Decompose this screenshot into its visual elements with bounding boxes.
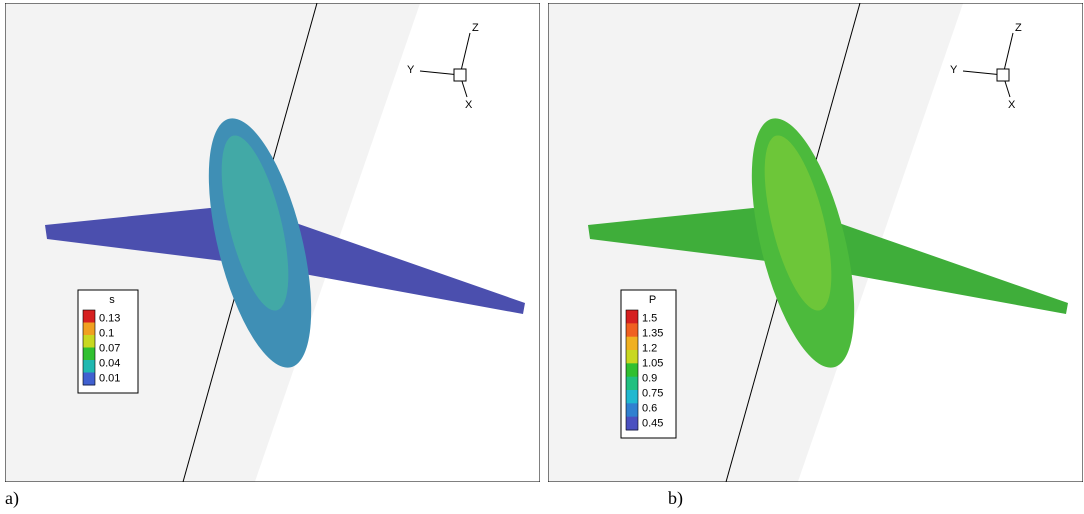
legend-swatch xyxy=(83,310,95,323)
legend-swatch xyxy=(626,323,638,337)
legend-tick: 1.35 xyxy=(642,327,663,339)
axis-label: X xyxy=(1008,99,1016,111)
legend-tick: 0.1 xyxy=(99,327,114,339)
legend-swatch xyxy=(83,360,95,373)
axis-label: Y xyxy=(407,64,415,76)
legend-tick: 1.5 xyxy=(642,312,657,324)
legend-tick: 0.45 xyxy=(642,417,663,429)
legend-swatch xyxy=(83,323,95,336)
caption-a: a) xyxy=(5,488,19,509)
legend-tick: 0.75 xyxy=(642,387,663,399)
axis-label: Z xyxy=(1015,22,1022,34)
legend-swatch xyxy=(626,403,638,417)
panel-a: Z Y Xs 0.13 0.1 0.07 0.04 0.01 xyxy=(5,3,540,482)
page: {"panels": [ {"label": "a)", "axes": {"z… xyxy=(0,0,1084,514)
legend-tick: 0.6 xyxy=(642,402,657,414)
legend-swatch xyxy=(626,350,638,364)
legend-swatch xyxy=(83,373,95,386)
legend-tick: 0.01 xyxy=(99,372,120,384)
panel-b: Z Y X P 1.5 1.35 1.2 1.05 0.9 0.75 0.6 0.45 xyxy=(548,3,1083,482)
legend-swatch xyxy=(626,310,638,324)
legend-title: s xyxy=(109,294,115,306)
legend-swatch xyxy=(83,335,95,348)
triad-cube xyxy=(454,69,466,81)
legend-tick: 1.05 xyxy=(642,357,663,369)
triad-cube xyxy=(997,69,1009,81)
legend-swatch xyxy=(626,337,638,351)
caption-b: b) xyxy=(668,488,683,509)
legend-tick: 0.9 xyxy=(642,372,657,384)
legend-tick: 0.13 xyxy=(99,312,120,324)
axis-label: Z xyxy=(472,22,479,34)
legend-swatch xyxy=(626,363,638,377)
legend-tick: 1.2 xyxy=(642,342,657,354)
legend-swatch xyxy=(83,348,95,361)
legend-swatch xyxy=(626,417,638,431)
legend-tick: 0.04 xyxy=(99,357,120,369)
legend-title: P xyxy=(649,294,656,306)
axis-label: Y xyxy=(950,64,958,76)
legend-swatch xyxy=(626,377,638,391)
axis-label: X xyxy=(465,99,473,111)
legend-tick: 0.07 xyxy=(99,342,120,354)
legend-swatch xyxy=(626,390,638,404)
